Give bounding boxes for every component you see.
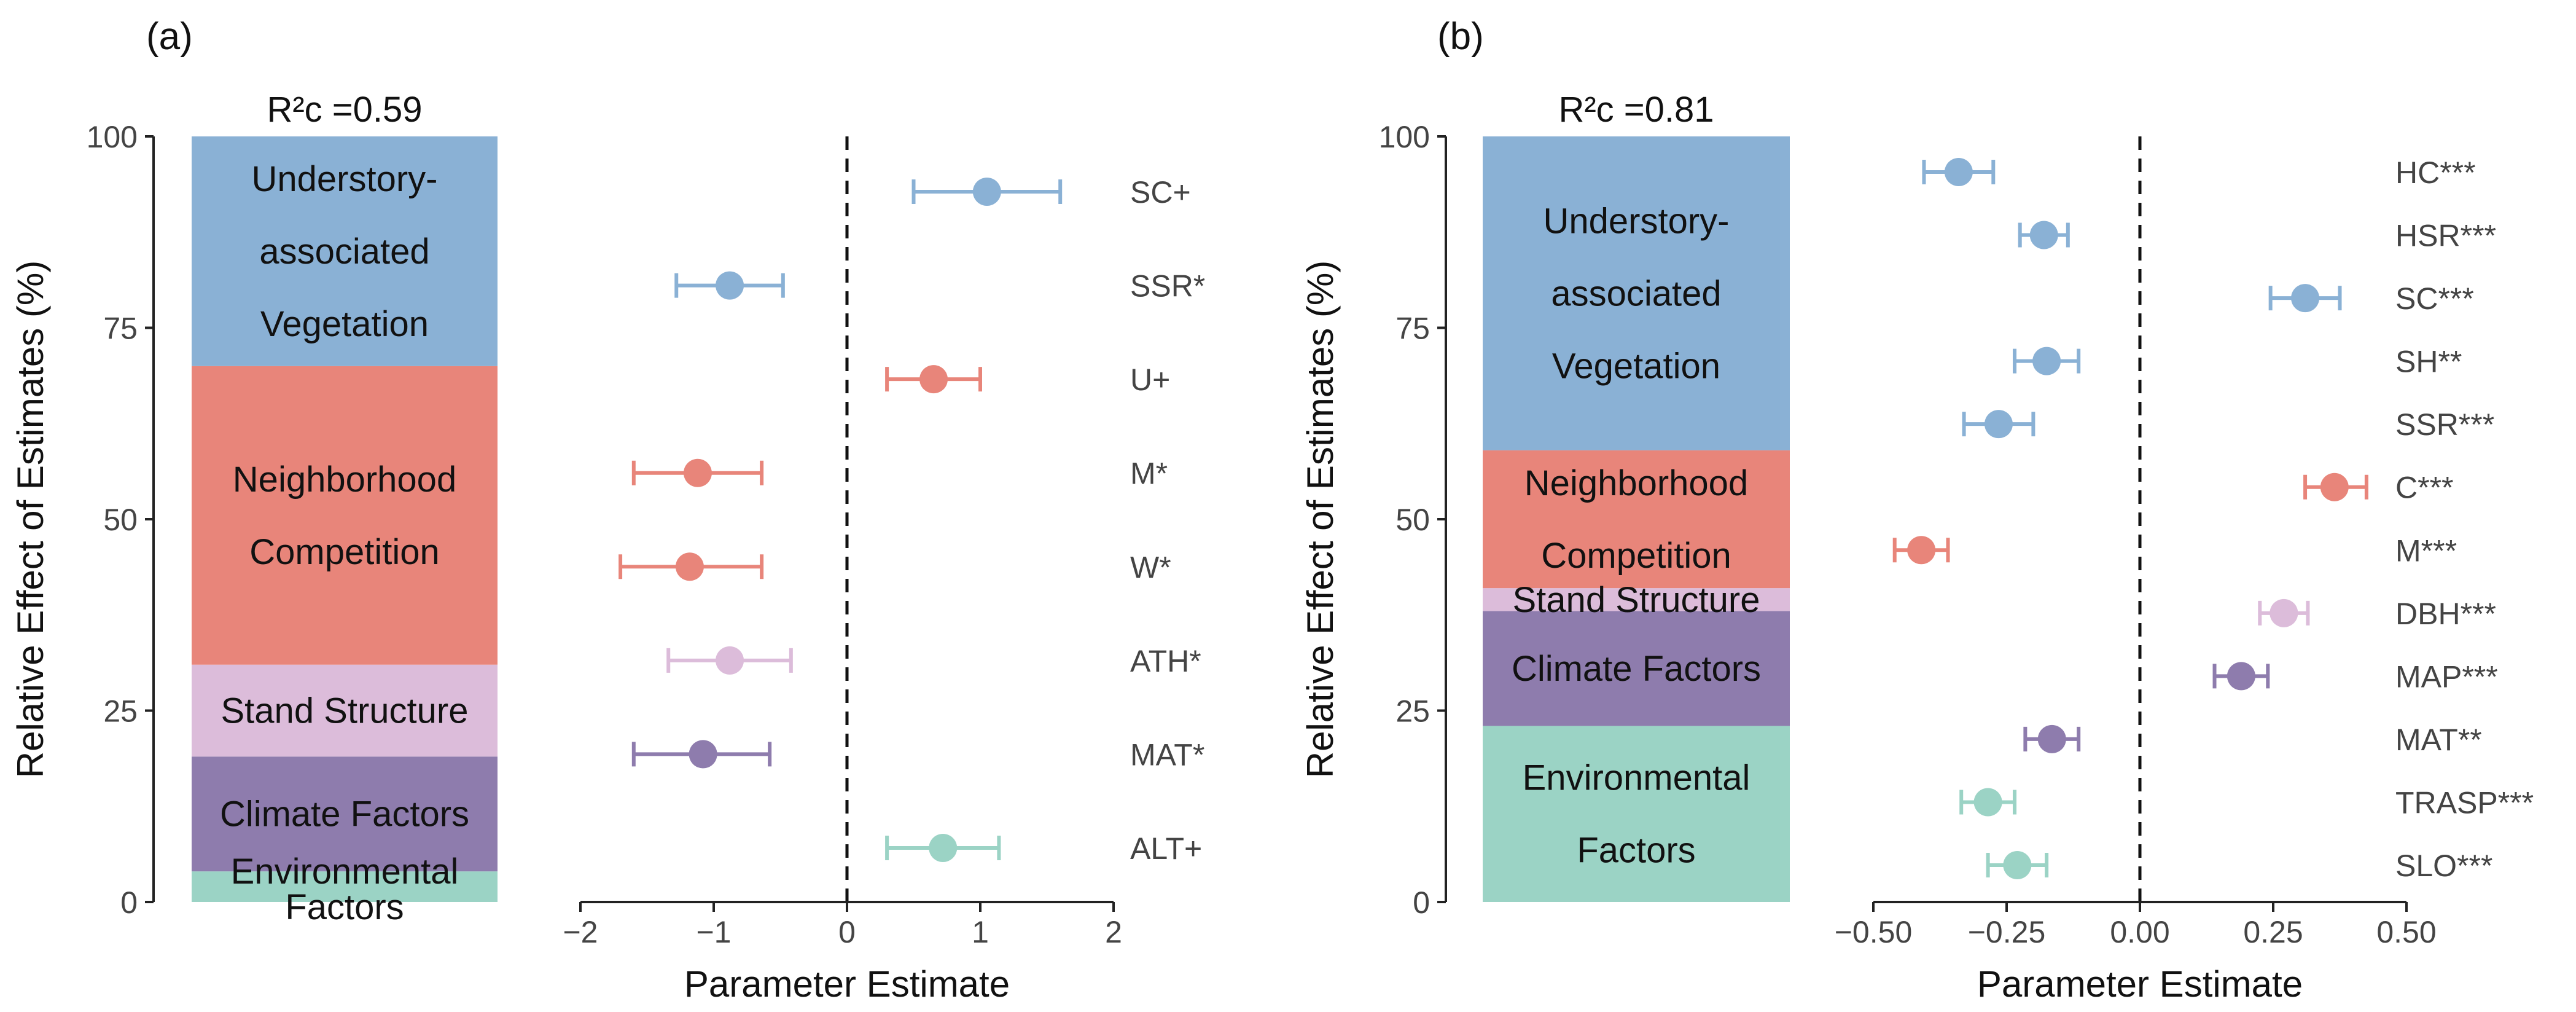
category-label: W* <box>1130 550 1171 584</box>
category-label: M*** <box>2395 533 2457 568</box>
point-estimate <box>919 365 948 394</box>
bar-segment-label: Factors <box>1577 831 1695 871</box>
y-tick-label: 0 <box>1413 885 1430 920</box>
category-label: ATH* <box>1130 644 1201 678</box>
category-label: M* <box>1130 457 1168 491</box>
point-estimate <box>716 646 744 675</box>
r2-label: R²c =0.59 <box>267 90 422 130</box>
x-axis-label: Parameter Estimate <box>1977 963 2303 1005</box>
point-estimate <box>1944 158 1973 186</box>
bar-segment-label: Competition <box>249 532 439 572</box>
point-estimate <box>972 178 1001 206</box>
point-estimate <box>2227 662 2255 691</box>
point-estimate <box>689 740 717 769</box>
bar-segment-label: Environmental <box>231 852 459 892</box>
point-estimate <box>1984 410 2013 439</box>
category-label: ALT+ <box>1130 831 1202 866</box>
x-tick-label: −0.25 <box>1968 915 2046 949</box>
panel-label: (b) <box>1437 15 1484 58</box>
x-tick-label: 0.00 <box>2110 915 2169 949</box>
point-estimate <box>2029 221 2058 249</box>
category-label: MAT** <box>2395 723 2482 757</box>
bar-segment-label: Understory- <box>252 159 438 199</box>
bar-segment-label: Climate Factors <box>220 794 469 834</box>
bar-segment-label: Competition <box>1541 536 1731 576</box>
x-tick-label: 1 <box>972 915 989 949</box>
bar-segment-label: Climate Factors <box>1512 649 1761 689</box>
bar-segment-neighborhood-competition <box>1483 450 1790 589</box>
y-tick-label: 100 <box>1379 120 1430 154</box>
point-estimate <box>2003 851 2032 879</box>
bar-segment-label: associated <box>1551 273 1721 313</box>
point-estimate <box>675 552 704 581</box>
category-label: SSR* <box>1130 269 1205 304</box>
bar-segment-label: Environmental <box>1523 758 1751 798</box>
bar-segment-understory-associated-vegetation <box>192 136 498 366</box>
point-estimate <box>2320 473 2349 501</box>
y-tick-label: 50 <box>1395 503 1430 537</box>
bar-segment-environmental-factors <box>1483 726 1790 902</box>
bar-segment-stand-structure <box>192 664 498 757</box>
panel-b: (b) R²c =0.81 Relative Effect of Estimates… <box>1300 15 2534 1005</box>
category-label: SLO*** <box>2395 849 2492 883</box>
x-tick-label: 0.50 <box>2376 915 2436 949</box>
category-label: MAP*** <box>2395 659 2498 694</box>
point-estimate <box>683 458 712 487</box>
category-label: SC+ <box>1130 175 1191 210</box>
y-axis-label: Relative Effect of Estimates (%) <box>10 261 51 779</box>
bar-segment-label: Stand Structure <box>1513 580 1760 620</box>
bar-segment-understory-associated-vegetation <box>1483 136 1790 450</box>
y-tick-label: 0 <box>120 885 138 920</box>
bar-segment-label: Vegetation <box>1552 346 1720 386</box>
category-label: SH** <box>2395 345 2462 379</box>
x-tick-label: 2 <box>1105 915 1122 949</box>
bar-segment-label: Understory- <box>1544 201 1730 241</box>
y-axis-label: Relative Effect of Estimates (%) <box>1300 261 1341 779</box>
point-estimate <box>1907 536 1936 565</box>
point-estimate <box>929 834 958 862</box>
y-tick-label: 100 <box>87 120 138 154</box>
y-tick-label: 25 <box>103 694 138 729</box>
bar-segment-environmental-factors <box>192 871 498 902</box>
bar-segment-climate-factors <box>192 756 498 872</box>
category-label: SC*** <box>2395 281 2474 316</box>
bar-segment-label: Neighborhood <box>233 460 456 500</box>
panel-label: (a) <box>146 15 193 58</box>
y-tick-label: 75 <box>103 312 138 346</box>
category-label: C*** <box>2395 471 2453 505</box>
panel-a: (a) R²c =0.59 Relative Effect of Estimates… <box>10 15 1205 1005</box>
bar-segment-stand-structure <box>1483 588 1790 611</box>
x-tick-label: 0.25 <box>2243 915 2303 949</box>
category-label: U+ <box>1130 363 1170 397</box>
point-estimate <box>2270 598 2298 627</box>
bar-segment-label: Factors <box>285 887 404 927</box>
bar-segment-label: associated <box>259 232 429 272</box>
r2-label: R²c =0.81 <box>1558 90 1714 130</box>
category-label: MAT* <box>1130 737 1204 772</box>
point-estimate <box>2037 724 2066 753</box>
category-label: TRASP*** <box>2395 785 2534 820</box>
y-tick-label: 75 <box>1395 312 1430 346</box>
x-tick-label: −0.50 <box>1835 915 1913 949</box>
x-tick-label: −2 <box>563 915 598 949</box>
y-tick-label: 25 <box>1395 694 1430 729</box>
x-axis-label: Parameter Estimate <box>684 963 1010 1005</box>
point-estimate <box>2291 284 2320 313</box>
point-estimate <box>2032 347 2061 375</box>
point-estimate <box>716 271 744 300</box>
bar-segment-label: Neighborhood <box>1524 463 1748 503</box>
category-label: DBH*** <box>2395 597 2496 631</box>
category-label: HC*** <box>2395 155 2476 190</box>
category-label: SSR*** <box>2395 407 2494 442</box>
point-estimate <box>1973 788 2002 817</box>
category-label: HSR*** <box>2395 219 2496 253</box>
bar-segment-label: Vegetation <box>260 304 429 344</box>
bar-segment-climate-factors <box>1483 611 1790 726</box>
bar-segment-label: Stand Structure <box>221 691 469 731</box>
bar-segment-neighborhood-competition <box>192 366 498 665</box>
x-tick-label: 0 <box>838 915 856 949</box>
y-tick-label: 50 <box>103 503 138 537</box>
x-tick-label: −1 <box>696 915 731 949</box>
